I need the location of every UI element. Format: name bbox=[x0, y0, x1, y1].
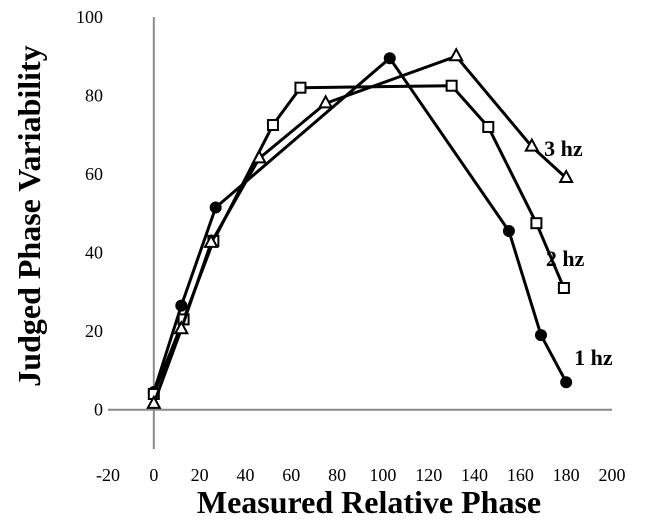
data-point-1-hz bbox=[560, 376, 573, 389]
data-point-3-hz bbox=[251, 149, 267, 164]
data-point-3-hz bbox=[146, 394, 162, 409]
data-point-3-hz bbox=[558, 168, 574, 184]
series-labels: 1 hz 2 hz 3 hz bbox=[544, 136, 613, 370]
data-point-2-hz bbox=[482, 120, 495, 133]
series-label: 2 hz bbox=[546, 246, 585, 271]
y-tick-label: 80 bbox=[85, 86, 103, 106]
x-tick-label: 40 bbox=[236, 465, 254, 485]
data-point-3-hz bbox=[317, 94, 334, 109]
y-tick-labels: 0 20 40 60 80 100 bbox=[76, 7, 103, 420]
y-tick-label: 60 bbox=[85, 164, 103, 184]
series-label: 1 hz bbox=[574, 345, 613, 370]
x-tick-label: -20 bbox=[96, 465, 120, 485]
y-axis-title: Judged Phase Variability bbox=[11, 45, 47, 386]
y-tick-label: 20 bbox=[85, 321, 103, 341]
x-tick-label: 20 bbox=[191, 465, 209, 485]
data-point-1-hz bbox=[534, 329, 547, 342]
data-point-2-hz bbox=[445, 79, 458, 92]
x-tick-label: 140 bbox=[461, 465, 488, 485]
series-label: 3 hz bbox=[544, 136, 583, 161]
x-tick-label: 160 bbox=[507, 465, 534, 485]
x-tick-label: 200 bbox=[599, 465, 626, 485]
data-point-1-hz bbox=[502, 225, 515, 238]
data-point-3-hz bbox=[524, 137, 540, 152]
data-point-1-hz bbox=[175, 299, 188, 312]
series-3-hz bbox=[146, 47, 574, 409]
x-tick-label: 60 bbox=[282, 465, 300, 485]
series-1-hz bbox=[147, 52, 573, 399]
x-tick-label: 180 bbox=[553, 465, 580, 485]
series-layer bbox=[146, 47, 574, 409]
y-tick-label: 40 bbox=[85, 243, 103, 263]
data-point-3-hz bbox=[448, 47, 464, 62]
data-point-2-hz bbox=[557, 281, 570, 294]
series-line-1-hz bbox=[152, 56, 568, 393]
x-axis-title: Measured Relative Phase bbox=[197, 484, 541, 520]
y-tick-label: 100 bbox=[76, 7, 103, 27]
x-tick-label: 120 bbox=[415, 465, 442, 485]
x-tick-labels: -20 0 20 40 60 80 100 120 140 160 180 200 bbox=[96, 465, 626, 485]
x-tick-label: 80 bbox=[328, 465, 346, 485]
data-point-2-hz bbox=[294, 81, 307, 94]
series-line-3-hz bbox=[152, 54, 568, 405]
data-point-1-hz bbox=[209, 201, 222, 214]
data-point-3-hz bbox=[173, 320, 189, 335]
data-point-3-hz bbox=[203, 233, 219, 248]
y-tick-label: 0 bbox=[94, 400, 103, 420]
data-point-2-hz bbox=[530, 217, 543, 230]
x-tick-label: 0 bbox=[149, 465, 158, 485]
data-point-2-hz bbox=[266, 119, 279, 131]
axes bbox=[108, 17, 612, 449]
data-point-1-hz bbox=[383, 52, 396, 65]
x-tick-label: 100 bbox=[369, 465, 396, 485]
